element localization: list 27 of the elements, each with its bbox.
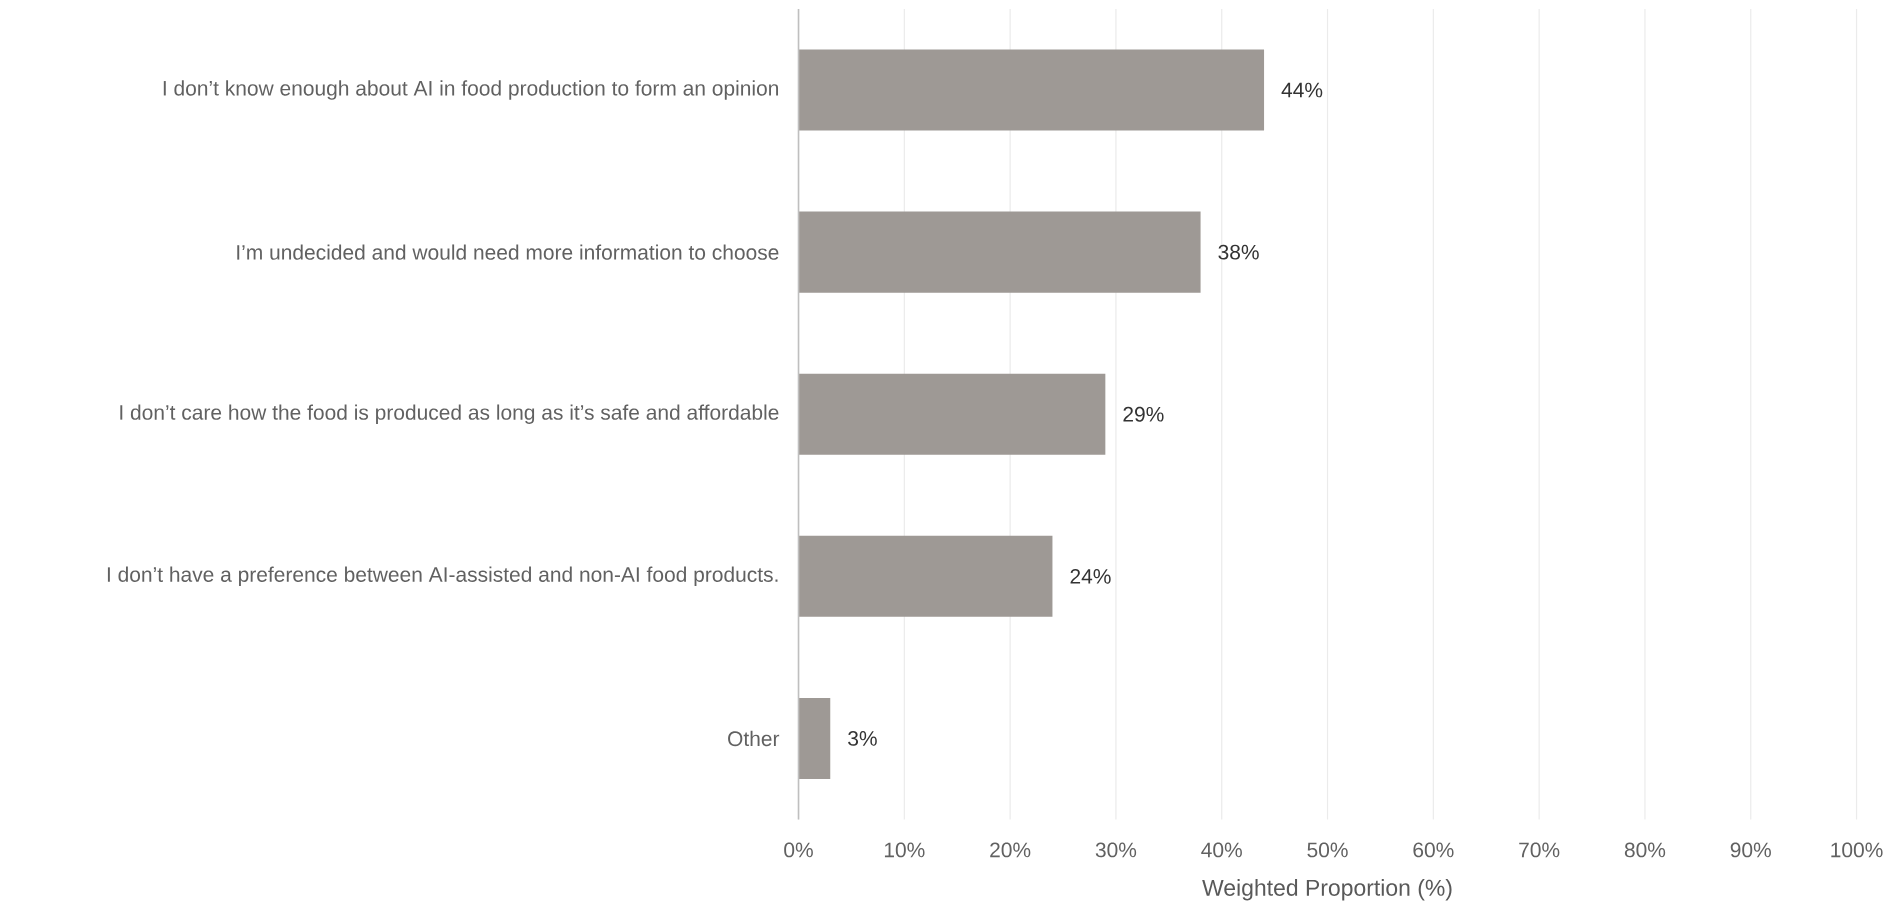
data-label: 3% [848,730,877,746]
data-label: 38% [1218,244,1259,260]
y-tick-label: I don’t have a preference between AI-assisted and non-AI food products. [107,566,778,586]
bar [798,535,1053,617]
x-tick-label: 20% [990,842,1031,858]
data-label: 29% [1123,406,1164,422]
y-tick-label: I’m undecided and would need more information to choose [237,244,779,260]
x-tick-label: 100% [1831,842,1883,858]
x-tick-label: 60% [1413,842,1454,858]
data-label: 24% [1070,568,1111,584]
x-tick-label: 80% [1624,842,1666,858]
bar [798,373,1106,455]
x-tick-label: 40% [1201,842,1242,858]
x-tick-label: 10% [884,842,925,858]
x-tick-label: 70% [1519,842,1560,858]
y-tick-label: Other [728,730,780,746]
x-tick-label: 90% [1730,842,1771,858]
bar [798,49,1265,131]
data-label: 44% [1281,82,1323,98]
x-tick-label: 30% [1095,842,1137,858]
y-tick-label: I don’t know enough about AI in food production to form an opinion [163,80,779,100]
x-tick-label: 50% [1307,842,1348,858]
bar [798,211,1201,293]
x-axis-title: Weighted Proportion (%) [1202,878,1452,901]
y-tick-label: I don’t care how the food is produced as long as it’s safe and affordable [120,404,779,424]
bar [798,697,831,779]
x-tick-label: 0% [784,842,813,858]
